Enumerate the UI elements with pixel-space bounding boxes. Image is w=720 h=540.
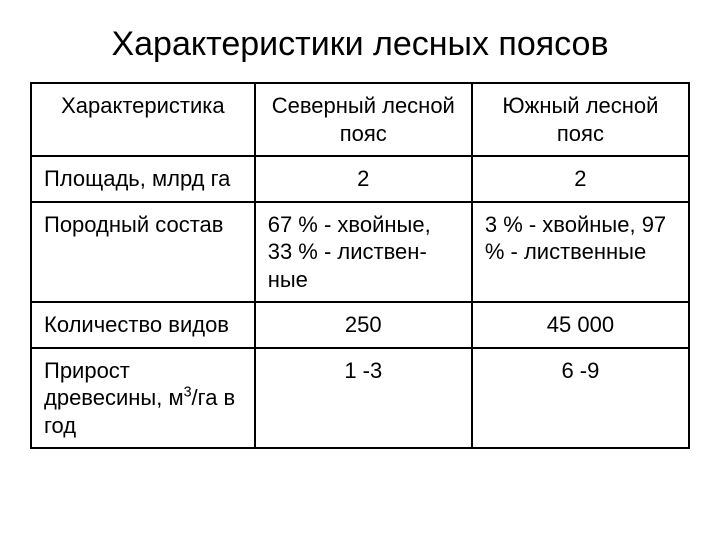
row-label: Прирост древесины, м3/га в год [31, 348, 255, 449]
row-label: Породный состав [31, 202, 255, 303]
table-row: Породный состав 67 % - хвойные, 33 % - л… [31, 202, 689, 303]
row-value-southern: 6 -9 [472, 348, 689, 449]
row-value-northern: 2 [255, 156, 472, 202]
header-cell-characteristic: Характеристика [31, 83, 255, 156]
table-row: Прирост древесины, м3/га в год 1 -3 6 -9 [31, 348, 689, 449]
page-title: Характеристики лесных поясов [30, 25, 690, 64]
table-row: Площадь, млрд га 2 2 [31, 156, 689, 202]
table-row: Количество видов 250 45 000 [31, 302, 689, 348]
row-label: Площадь, млрд га [31, 156, 255, 202]
row-value-northern: 1 -3 [255, 348, 472, 449]
table-header-row: Характеристика Северный лесной пояс Южны… [31, 83, 689, 156]
forest-belts-table: Характеристика Северный лесной пояс Южны… [30, 82, 690, 449]
row-value-southern: 45 000 [472, 302, 689, 348]
header-cell-northern: Северный лесной пояс [255, 83, 472, 156]
row-value-northern: 67 % - хвойные, 33 % - листвен­ные [255, 202, 472, 303]
row-label: Количество видов [31, 302, 255, 348]
row-value-southern: 3 % - хвойные, 97 % - лист­венные [472, 202, 689, 303]
row-value-southern: 2 [472, 156, 689, 202]
row-value-northern: 250 [255, 302, 472, 348]
header-cell-southern: Южный лесной пояс [472, 83, 689, 156]
